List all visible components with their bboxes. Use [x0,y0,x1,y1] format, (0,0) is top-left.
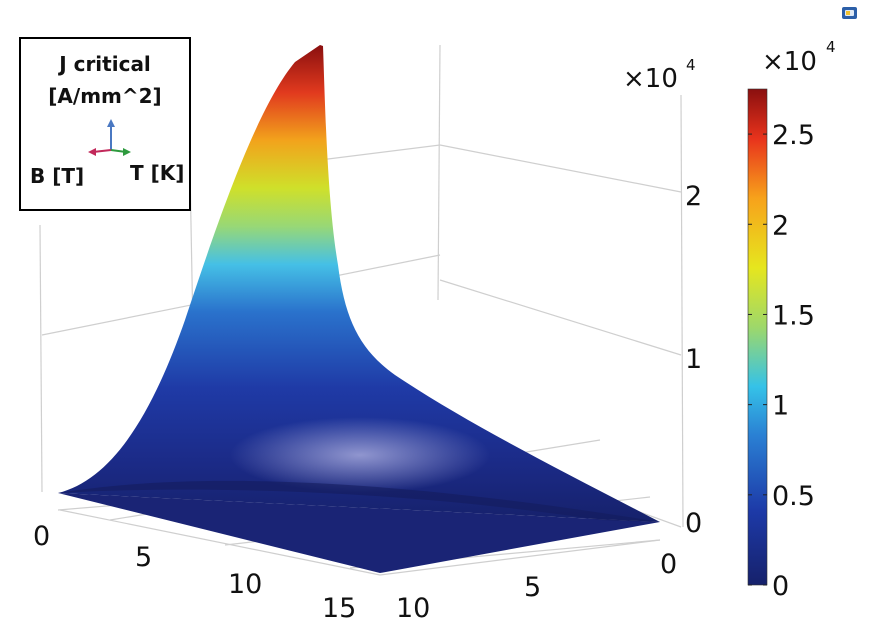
t-axis: 10 5 0 [396,549,677,624]
colorbar-tick-label: 1 [772,391,789,422]
colorbar-tick-label: 2.5 [772,120,815,151]
z-multiplier: ×10 [623,64,678,94]
surface-floor [58,493,660,573]
toolbar-snapshot-icon[interactable] [842,7,857,19]
b-tick: 5 [135,542,152,573]
legend-title-line1: J critical [57,52,151,76]
b-tick: 10 [228,569,262,600]
legend-title-line2: [A/mm^2] [48,84,161,108]
z-axis: ×10 4 2 1 0 [623,56,702,539]
surface-shadow-edge [58,480,660,522]
z-multiplier-exponent: 4 [686,56,696,74]
colorbar-tick-label: 2 [772,210,789,241]
z-tick: 0 [685,508,702,539]
orientation-legend: J critical [A/mm^2] B [T] T [K] [19,37,191,211]
legend-b-label: B [T] [30,164,84,188]
surface-sheen [230,417,490,493]
b-tick: 15 [322,593,356,624]
z-tick: 2 [685,181,702,212]
colorbar-multiplier-exponent: 4 [826,38,836,56]
z-tick: 1 [685,344,702,375]
colorbar-tick-label: 1.5 [772,300,815,331]
colorbar-gradient [747,88,768,586]
colorbar: ×10 4 0 0.5 1 1.5 2 2.5 [747,38,836,602]
axis-triad-icon [88,119,131,156]
colorbar-tick-label: 0 [772,571,789,602]
colorbar-tick-label: 0.5 [772,481,815,512]
surface-sheet [58,45,660,522]
t-tick: 10 [396,593,430,624]
colorbar-multiplier: ×10 [762,47,817,77]
t-tick: 5 [524,572,541,603]
b-tick: 0 [33,521,50,552]
critical-current-surface [58,45,660,573]
t-tick: 0 [660,549,677,580]
legend-t-label: T [K] [130,161,184,185]
b-axis: 0 5 10 15 [33,521,356,624]
